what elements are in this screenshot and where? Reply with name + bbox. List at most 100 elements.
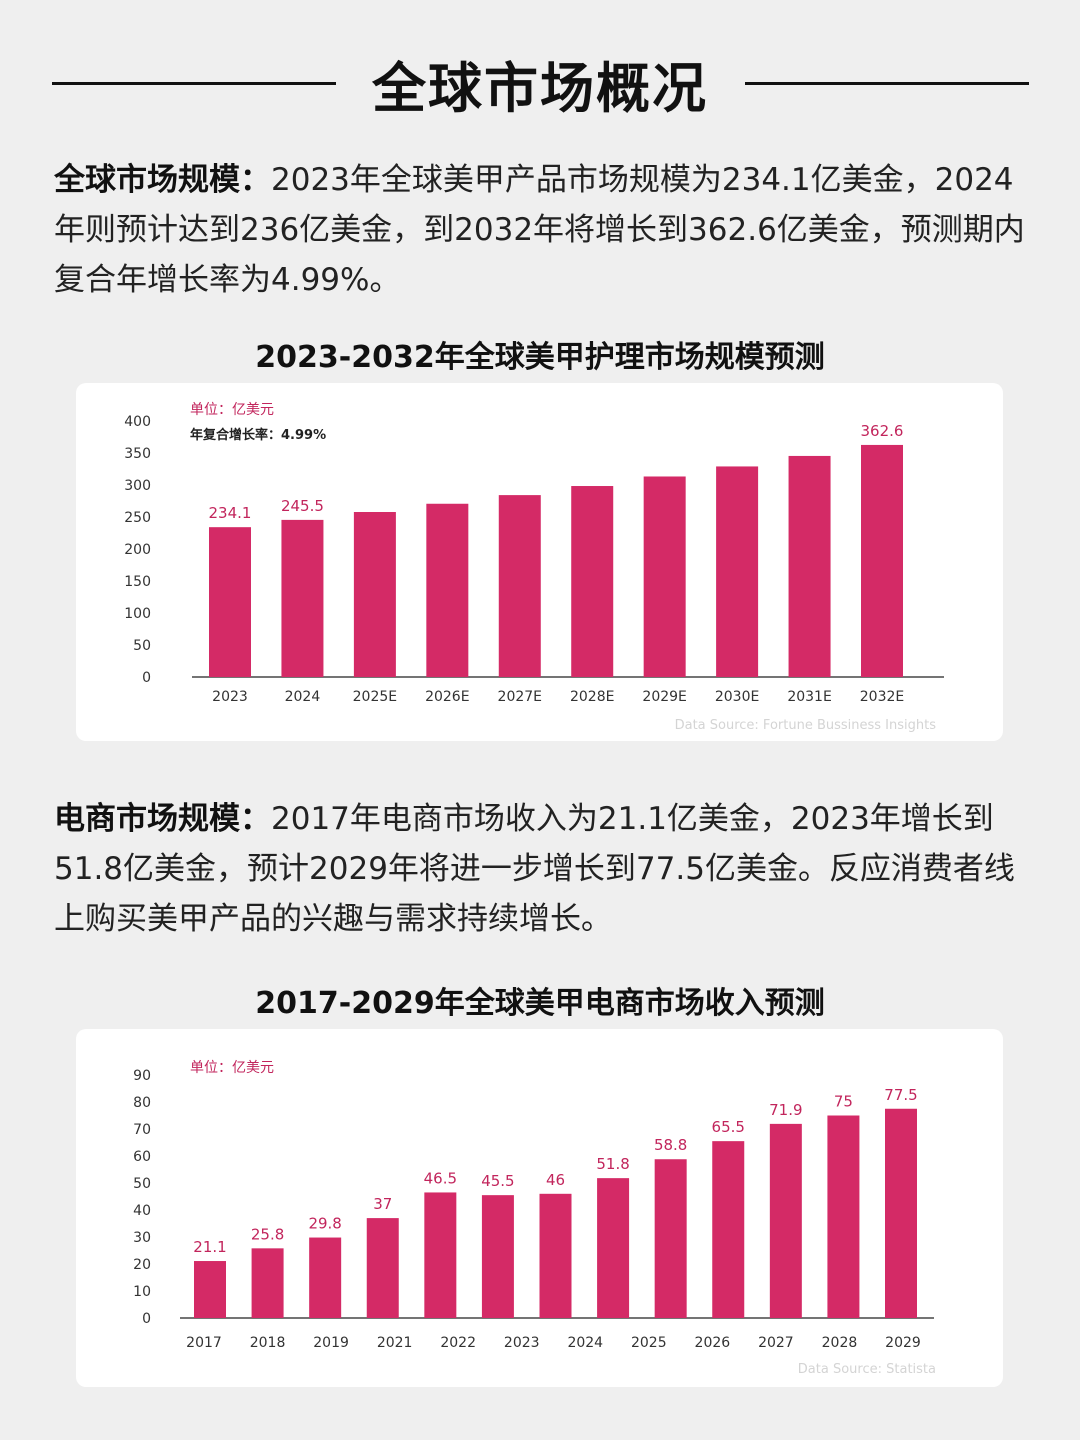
chart1-bar [209, 527, 251, 677]
chart1-svg: 单位：亿美元 年复合增长率：4.99% Data Source: Fortune… [124, 402, 944, 733]
chart2-xtick: 2026 [695, 1335, 731, 1351]
market-size-text: 2023年全球美甲产品市场规模为234.1亿美金，2024年则预计达到236亿美… [54, 162, 1025, 298]
chart2-bar [309, 1237, 342, 1318]
chart2-xtick: 2021 [377, 1335, 413, 1351]
chart1-ytick: 250 [124, 510, 151, 526]
chart2-value-label: 58.8 [654, 1136, 687, 1154]
chart2-bar [654, 1159, 687, 1318]
chart2-bar [597, 1178, 630, 1318]
chart1-xtick: 2025E [353, 689, 397, 705]
chart2-xtick: 2019 [313, 1335, 349, 1351]
chart2-unit: 单位：亿美元 [190, 1060, 274, 1076]
chart2-xtick: 2022 [440, 1335, 476, 1351]
chart2-value-label: 65.5 [712, 1118, 745, 1136]
chart2-value-label: 37 [373, 1195, 392, 1213]
chart2-bar [769, 1123, 802, 1318]
chart2-source: Data Source: Statista [798, 1362, 936, 1377]
chart2-value-label: 46.5 [424, 1169, 457, 1187]
chart2-ytick: 90 [133, 1068, 151, 1084]
chart2-bar [712, 1141, 745, 1318]
page-title: 全球市场概况 [372, 57, 708, 120]
chart1-bar [571, 486, 614, 677]
chart2-bar [481, 1195, 514, 1318]
chart1-xtick: 2029E [642, 689, 686, 705]
chart2-ytick: 50 [133, 1176, 151, 1192]
chart2-bar [194, 1261, 226, 1318]
chart1-value-label: 234.1 [209, 504, 252, 522]
chart2-value-label: 46 [546, 1171, 565, 1189]
chart2-ytick: 0 [142, 1311, 151, 1327]
chart2-ytick: 20 [133, 1257, 151, 1273]
chart1-xtick: 2026E [425, 689, 469, 705]
chart2-ytick: 70 [133, 1122, 151, 1138]
market-size-paragraph: 全球市场规模：2023年全球美甲产品市场规模为234.1亿美金，2024年则预计… [54, 155, 1034, 305]
chart2-value-label: 51.8 [596, 1155, 629, 1173]
ecommerce-text: 2017年电商市场收入为21.1亿美金，2023年增长到51.8亿美金，预计20… [54, 801, 1015, 937]
chart2-ytick: 10 [133, 1284, 151, 1300]
chart2-value-label: 21.1 [193, 1238, 226, 1256]
chart1-bar [716, 466, 759, 677]
title-rule-left [52, 82, 336, 85]
chart2-xtick: 2018 [250, 1335, 286, 1351]
chart2-xtick: 2029 [885, 1335, 921, 1351]
chart1-ytick: 100 [124, 606, 151, 622]
chart1-ytick: 400 [124, 414, 151, 430]
chart1-ytick: 0 [142, 670, 151, 686]
chart2-bar [827, 1115, 860, 1318]
chart2-bar [539, 1193, 572, 1318]
chart1-xtick: 2023 [212, 689, 248, 705]
title-rule-right [745, 82, 1029, 85]
chart2-card: 单位：亿美元 Data Source: Statista 0 10 20 30 40 50… [76, 1029, 1003, 1387]
chart2-ytick: 30 [133, 1230, 151, 1246]
chart2-value-label: 77.5 [884, 1086, 917, 1104]
chart1-value-label: 362.6 [861, 422, 904, 440]
ecommerce-paragraph: 电商市场规模：2017年电商市场收入为21.1亿美金，2023年增长到51.8亿… [54, 794, 1034, 944]
chart1-xtick: 2032E [860, 689, 904, 705]
chart2-title: 2017-2029年全球美甲电商市场收入预测 [255, 986, 825, 1021]
chart2-ytick: 60 [133, 1149, 151, 1165]
chart1-xtick: 2031E [787, 689, 831, 705]
chart1-cagr-note: 年复合增长率：4.99% [190, 427, 326, 443]
chart1-card: 单位：亿美元 年复合增长率：4.99% Data Source: Fortune… [76, 383, 1003, 741]
chart1-value-label: 245.5 [281, 497, 324, 515]
chart2-svg: 单位：亿美元 Data Source: Statista 0 10 20 30 40 50… [133, 1060, 936, 1377]
chart1-bar [426, 503, 469, 677]
chart1-xtick: 2024 [285, 689, 321, 705]
chart1-ytick: 50 [133, 638, 151, 654]
chart1-ytick: 150 [124, 574, 151, 590]
chart2-xtick: 2027 [758, 1335, 794, 1351]
chart1-unit: 单位：亿美元 [190, 402, 274, 418]
chart2-ytick: 40 [133, 1203, 151, 1219]
chart2-bar [366, 1218, 399, 1318]
chart2-value-label: 45.5 [481, 1172, 514, 1190]
chart1-source: Data Source: Fortune Bussiness Insights [675, 718, 937, 733]
chart1-bar [861, 444, 903, 677]
chart1-bar [353, 512, 396, 677]
chart2-bar [885, 1108, 917, 1318]
chart2-value-label: 75 [834, 1093, 853, 1111]
chart1-xtick: 2027E [498, 689, 542, 705]
chart2-xtick: 2024 [567, 1335, 603, 1351]
chart1-ytick: 200 [124, 542, 151, 558]
chart1-ytick: 350 [124, 446, 151, 462]
chart2-xtick: 2023 [504, 1335, 540, 1351]
chart2-xtick: 2025 [631, 1335, 667, 1351]
chart2-bar [251, 1248, 284, 1318]
ecommerce-label: 电商市场规模： [54, 801, 271, 837]
chart2-bar [424, 1192, 457, 1318]
chart2-ytick: 80 [133, 1095, 151, 1111]
chart1-xtick: 2030E [715, 689, 759, 705]
chart2-xtick: 2017 [186, 1335, 222, 1351]
chart1-bar [498, 495, 541, 677]
chart1-bar [281, 519, 324, 677]
chart1-bar [788, 455, 831, 677]
chart2-value-label: 71.9 [769, 1101, 802, 1119]
market-size-label: 全球市场规模： [54, 162, 271, 198]
chart2-value-label: 25.8 [251, 1225, 284, 1243]
chart2-value-label: 29.8 [308, 1215, 341, 1233]
chart1-xtick: 2028E [570, 689, 614, 705]
chart1-bar [643, 476, 686, 677]
chart1-ytick: 300 [124, 478, 151, 494]
chart1-title: 2023-2032年全球美甲护理市场规模预测 [255, 340, 825, 375]
chart2-xtick: 2028 [822, 1335, 858, 1351]
